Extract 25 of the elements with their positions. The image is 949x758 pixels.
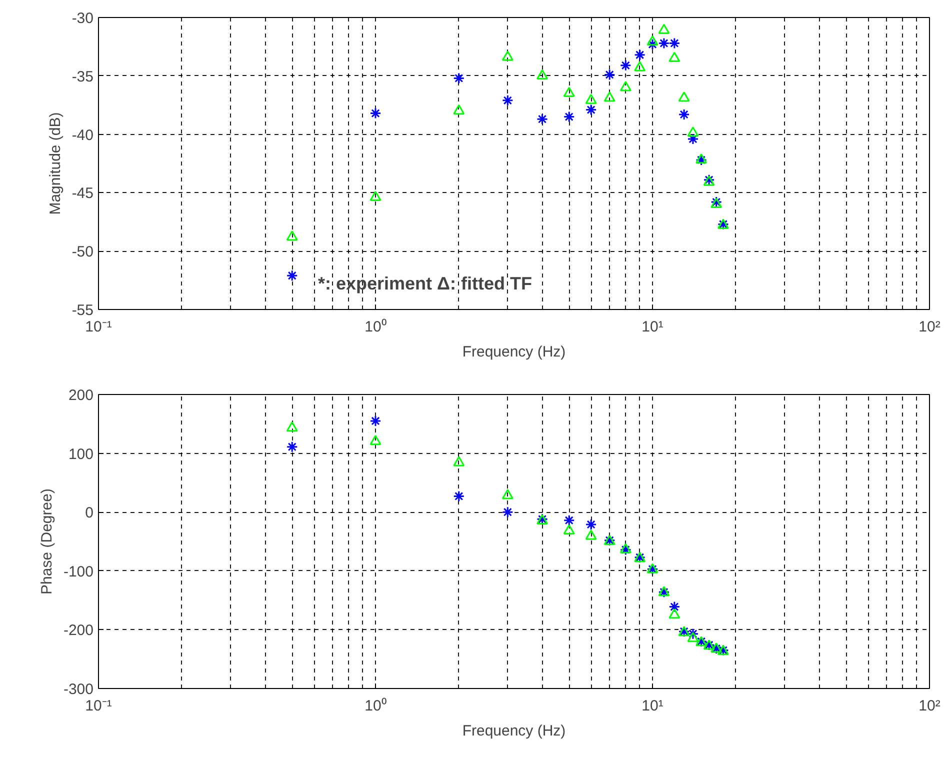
y-axis-title: Phase (Degree) <box>38 488 56 594</box>
y-tick-label: 0 <box>85 504 94 522</box>
x-tick-label: 10² <box>918 318 940 336</box>
y-axis-title: Magnitude (dB) <box>46 112 64 215</box>
y-tick-label: -40 <box>72 126 94 144</box>
x-axis-title: Frequency (Hz) <box>462 344 566 360</box>
y-tick-label: -55 <box>72 302 94 319</box>
y-tick-label: -50 <box>72 244 94 261</box>
x-tick-label: 10¹ <box>642 698 664 714</box>
x-tick-label: 10⁻¹ <box>85 698 112 714</box>
x-tick-label: 10⁰ <box>364 698 386 714</box>
x-tick-label: 10⁻¹ <box>85 318 112 336</box>
y-tick-label: 200 <box>68 387 94 404</box>
x-axis-title: Frequency (Hz) <box>462 722 566 740</box>
y-tick-label: -35 <box>72 68 94 86</box>
annotation: *: experiment Δ: fitted TF <box>318 273 532 294</box>
y-tick-label: -30 <box>72 10 94 27</box>
y-tick-label: -300 <box>63 681 94 698</box>
y-tick-label: -100 <box>63 563 94 580</box>
x-tick-label: 10⁰ <box>364 318 386 336</box>
y-tick-label: -200 <box>63 622 94 640</box>
x-tick-label: 10² <box>918 698 940 714</box>
y-tick-label: -45 <box>72 185 94 202</box>
x-tick-label: 10¹ <box>642 318 664 336</box>
y-tick-label: 100 <box>68 446 94 463</box>
